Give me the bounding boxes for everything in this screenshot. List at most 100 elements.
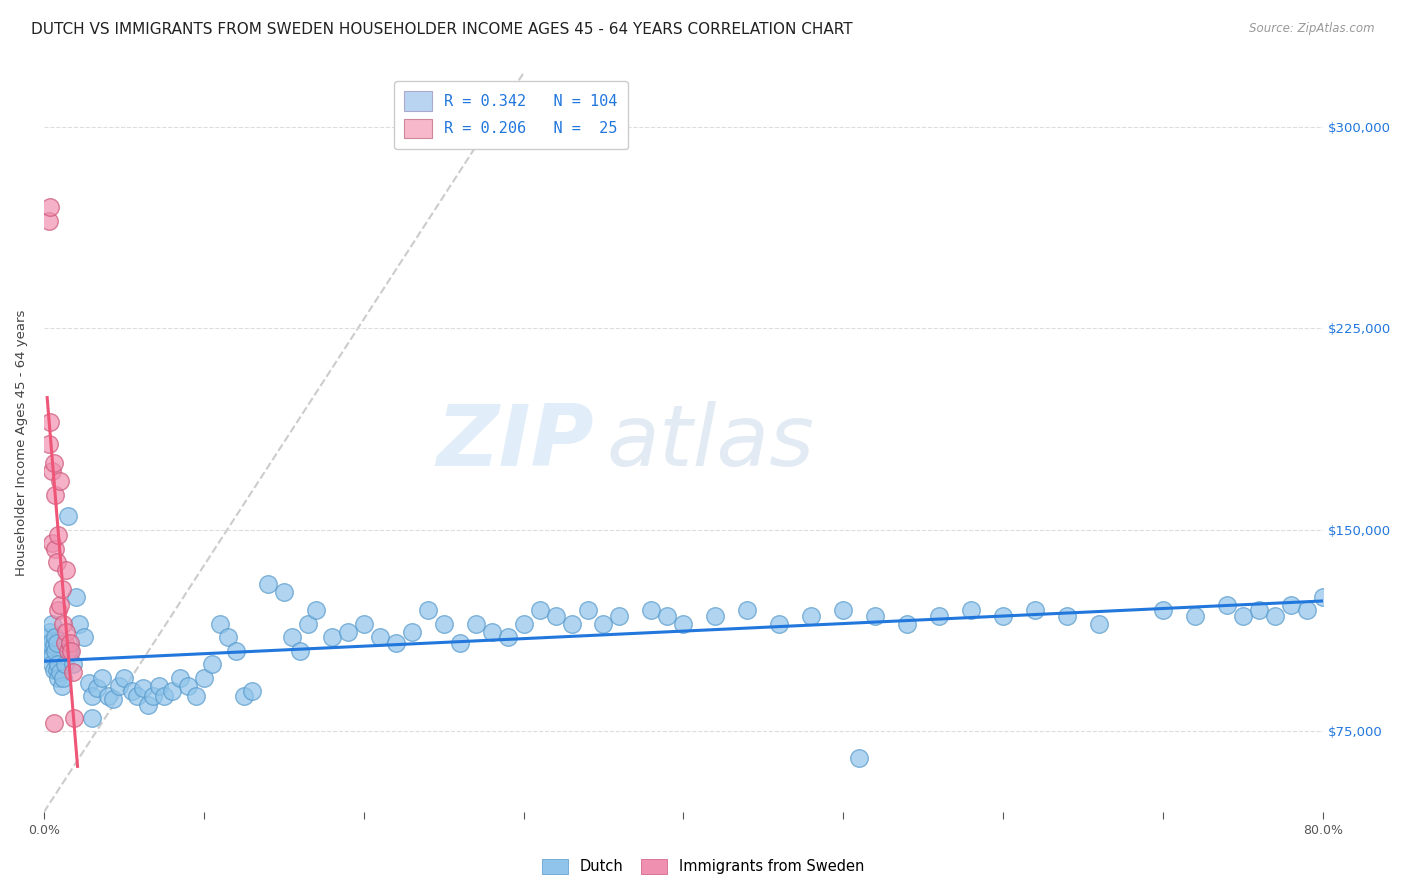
Point xyxy=(281,631,304,645)
Point xyxy=(1296,603,1319,617)
Point xyxy=(865,608,887,623)
Point xyxy=(62,665,84,680)
Point xyxy=(321,631,343,645)
Point xyxy=(1184,608,1206,623)
Point xyxy=(90,671,112,685)
Point xyxy=(55,563,77,577)
Point xyxy=(42,663,65,677)
Point xyxy=(160,684,183,698)
Point xyxy=(38,214,60,228)
Point xyxy=(576,603,599,617)
Text: Source: ZipAtlas.com: Source: ZipAtlas.com xyxy=(1250,22,1375,36)
Point xyxy=(132,681,155,696)
Point xyxy=(657,608,679,623)
Point xyxy=(42,716,65,731)
Point xyxy=(609,608,631,623)
Point xyxy=(44,488,66,502)
Point xyxy=(288,644,311,658)
Point xyxy=(65,590,87,604)
Point xyxy=(148,679,170,693)
Point xyxy=(60,644,83,658)
Point xyxy=(1088,616,1111,631)
Point xyxy=(45,636,67,650)
Point xyxy=(368,631,391,645)
Point xyxy=(305,603,328,617)
Point xyxy=(256,576,278,591)
Point xyxy=(41,657,63,672)
Point xyxy=(112,671,135,685)
Point xyxy=(48,528,70,542)
Point xyxy=(1216,598,1239,612)
Point xyxy=(153,690,176,704)
Point xyxy=(52,616,75,631)
Point xyxy=(225,644,247,658)
Point xyxy=(53,657,76,672)
Point xyxy=(38,644,60,658)
Point xyxy=(73,631,96,645)
Point xyxy=(240,684,263,698)
Point xyxy=(39,625,62,640)
Point xyxy=(56,509,79,524)
Point xyxy=(1264,608,1286,623)
Point xyxy=(80,711,103,725)
Point xyxy=(55,625,77,640)
Point xyxy=(97,690,120,704)
Point xyxy=(1247,603,1270,617)
Point xyxy=(41,649,63,664)
Point xyxy=(928,608,950,623)
Point xyxy=(44,631,66,645)
Legend: R = 0.342   N = 104, R = 0.206   N =  25: R = 0.342 N = 104, R = 0.206 N = 25 xyxy=(394,80,628,149)
Point xyxy=(496,631,519,645)
Point xyxy=(672,616,695,631)
Point xyxy=(592,616,614,631)
Point xyxy=(208,616,231,631)
Point xyxy=(51,582,73,596)
Point xyxy=(136,698,159,712)
Point xyxy=(832,603,855,617)
Point xyxy=(737,603,759,617)
Point xyxy=(336,625,359,640)
Point xyxy=(169,671,191,685)
Point xyxy=(108,679,131,693)
Point xyxy=(63,711,86,725)
Point xyxy=(544,608,567,623)
Point xyxy=(39,200,62,214)
Point xyxy=(704,608,727,623)
Point xyxy=(768,616,790,631)
Point xyxy=(52,671,75,685)
Point xyxy=(201,657,224,672)
Point xyxy=(121,684,143,698)
Point xyxy=(800,608,823,623)
Point xyxy=(960,603,983,617)
Point xyxy=(384,636,406,650)
Point xyxy=(101,692,124,706)
Point xyxy=(42,456,65,470)
Point xyxy=(48,603,70,617)
Point xyxy=(433,616,456,631)
Point xyxy=(48,657,70,672)
Point xyxy=(45,663,67,677)
Point xyxy=(1152,603,1174,617)
Point xyxy=(177,679,200,693)
Text: atlas: atlas xyxy=(607,401,814,484)
Point xyxy=(49,665,72,680)
Point xyxy=(232,690,254,704)
Point xyxy=(62,657,84,672)
Point xyxy=(184,690,207,704)
Point xyxy=(41,536,63,550)
Point xyxy=(49,598,72,612)
Point xyxy=(45,555,67,569)
Point xyxy=(217,631,239,645)
Point xyxy=(58,644,80,658)
Point xyxy=(512,616,534,631)
Point xyxy=(38,437,60,451)
Point xyxy=(848,751,870,765)
Point xyxy=(896,616,918,631)
Point xyxy=(416,603,439,617)
Point xyxy=(86,681,108,696)
Point xyxy=(51,679,73,693)
Text: ZIP: ZIP xyxy=(436,401,593,484)
Point xyxy=(44,541,66,556)
Point xyxy=(39,636,62,650)
Point xyxy=(77,676,100,690)
